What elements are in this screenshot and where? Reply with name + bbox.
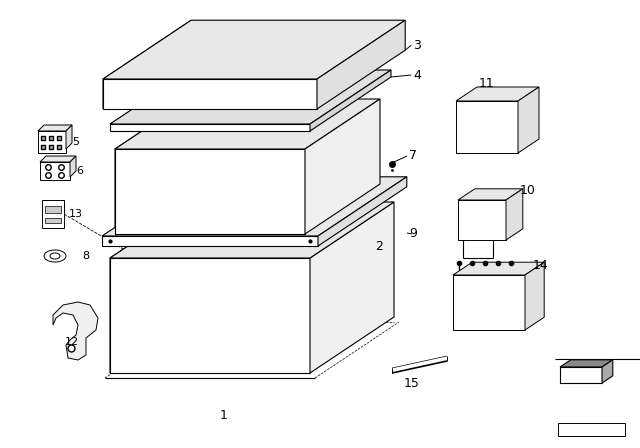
Polygon shape: [318, 177, 407, 246]
Polygon shape: [70, 156, 76, 177]
Polygon shape: [110, 124, 310, 131]
Polygon shape: [558, 423, 625, 436]
Polygon shape: [456, 87, 539, 101]
Text: 12: 12: [65, 337, 79, 347]
Text: 4: 4: [413, 69, 421, 82]
Ellipse shape: [44, 250, 66, 262]
Polygon shape: [317, 20, 405, 109]
Text: 2: 2: [375, 240, 383, 253]
Polygon shape: [453, 262, 544, 275]
Polygon shape: [102, 177, 407, 236]
Text: 00182137: 00182137: [563, 425, 612, 435]
Text: 6: 6: [76, 166, 83, 176]
Polygon shape: [115, 99, 380, 149]
Text: 15: 15: [404, 376, 420, 389]
Polygon shape: [458, 200, 506, 240]
Polygon shape: [110, 258, 310, 373]
Polygon shape: [560, 367, 602, 383]
Polygon shape: [103, 79, 317, 109]
Polygon shape: [110, 202, 194, 373]
Text: 7: 7: [409, 148, 417, 161]
Text: 11: 11: [479, 77, 495, 90]
Polygon shape: [110, 202, 394, 258]
Polygon shape: [45, 218, 61, 223]
Polygon shape: [40, 156, 76, 162]
Polygon shape: [45, 206, 61, 213]
Polygon shape: [456, 101, 518, 153]
Ellipse shape: [50, 253, 60, 259]
Polygon shape: [310, 202, 394, 373]
Polygon shape: [310, 70, 391, 131]
Polygon shape: [453, 275, 525, 330]
Text: 13: 13: [69, 209, 83, 219]
Polygon shape: [42, 200, 64, 228]
Polygon shape: [38, 125, 72, 131]
Polygon shape: [110, 70, 391, 124]
Text: 1: 1: [220, 409, 228, 422]
Polygon shape: [66, 125, 72, 149]
Text: 14: 14: [533, 258, 548, 271]
Text: 10: 10: [520, 184, 536, 197]
Text: 9: 9: [409, 227, 417, 240]
Polygon shape: [115, 99, 190, 234]
Polygon shape: [518, 87, 539, 153]
Polygon shape: [103, 20, 405, 79]
Polygon shape: [115, 149, 305, 234]
Polygon shape: [458, 189, 523, 200]
Polygon shape: [506, 189, 523, 240]
Polygon shape: [102, 236, 318, 246]
Polygon shape: [560, 360, 613, 367]
Text: 3: 3: [413, 39, 421, 52]
Polygon shape: [40, 162, 70, 180]
Polygon shape: [602, 360, 613, 383]
Polygon shape: [305, 99, 380, 234]
Polygon shape: [525, 262, 544, 330]
Text: 8: 8: [82, 251, 89, 261]
Polygon shape: [38, 131, 66, 153]
Text: 5: 5: [72, 137, 79, 147]
Polygon shape: [53, 302, 98, 360]
Polygon shape: [103, 20, 191, 109]
